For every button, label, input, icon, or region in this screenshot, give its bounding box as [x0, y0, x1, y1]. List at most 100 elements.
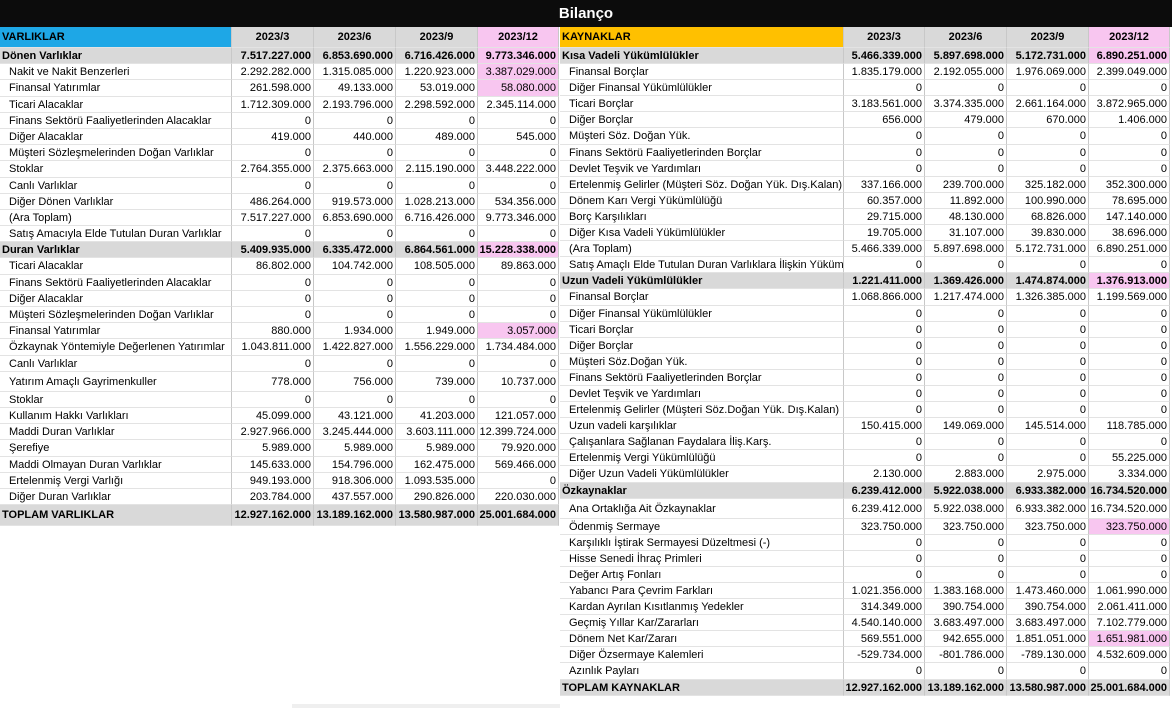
value-cell: 13.189.162.000 — [925, 679, 1007, 696]
row-label: Ticari Alacaklar — [0, 96, 232, 113]
value-cell: 1.383.168.000 — [925, 583, 1007, 600]
value-cell: 1.976.069.000 — [1007, 64, 1089, 81]
value-cell: 3.683.497.000 — [1007, 615, 1089, 632]
row-label: Finans Sektörü Faaliyetlerinden Borçlar — [560, 369, 844, 386]
value-cell: 0 — [232, 307, 314, 324]
value-cell: 0 — [478, 391, 559, 408]
value-cell: 9.773.346.000 — [478, 48, 559, 65]
section-row: Kısa Vadeli Yükümlülükler 5.466.339.000 5.… — [560, 48, 1170, 65]
value-cell: 1.028.213.000 — [396, 193, 478, 210]
value-cell: 1.326.385.000 — [1007, 289, 1089, 306]
value-cell: 5.172.731.000 — [1007, 241, 1089, 258]
value-cell: 1.556.229.000 — [396, 339, 478, 356]
row-label: Devlet Teşvik ve Yardımları — [560, 385, 844, 403]
value-cell: 0 — [1007, 144, 1089, 161]
value-cell: 1.376.913.000 — [1089, 273, 1170, 290]
table-row: Müşteri Söz. Doğan Yük. 0 0 0 0 — [560, 128, 1170, 145]
value-cell: 3.603.111.000 — [396, 424, 478, 441]
table-row: Müşteri Söz.Doğan Yük. 0 0 0 0 — [560, 353, 1170, 370]
row-label: Ana Ortaklığa Ait Özkaynaklar — [560, 498, 844, 519]
table-row: Müşteri Sözleşmelerinden Doğan Varlıklar… — [0, 145, 559, 162]
row-label: Canlı Varlıklar — [0, 355, 232, 372]
row-label: Maddi Duran Varlıklar — [0, 424, 232, 441]
value-cell: 323.750.000 — [1007, 518, 1089, 535]
value-cell: 0 — [396, 226, 478, 243]
value-cell: 0 — [844, 663, 925, 680]
row-label: Karşılıklı İştirak Sermayesi Düzeltmesi … — [560, 534, 844, 551]
value-cell: 545.000 — [478, 128, 559, 146]
value-cell: 0 — [844, 534, 925, 551]
value-cell: 2.292.282.000 — [232, 64, 314, 81]
row-label: Özkaynak Yöntemiyle Değerlenen Yatırımla… — [0, 339, 232, 356]
value-cell: 2.375.663.000 — [314, 161, 396, 178]
row-label: (Ara Toplam) — [0, 209, 232, 227]
liabilities-header-label: KAYNAKLAR — [560, 27, 844, 48]
value-cell: 6.239.412.000 — [844, 482, 925, 499]
value-cell: 0 — [925, 128, 1007, 145]
value-cell: 0 — [314, 177, 396, 194]
value-cell: 0 — [314, 391, 396, 408]
value-cell: 0 — [844, 128, 925, 145]
value-cell: 0 — [1089, 434, 1170, 451]
table-row: Satış Amacıyla Elde Tutulan Duran Varlık… — [0, 226, 559, 243]
value-cell: 19.705.000 — [844, 225, 925, 242]
value-cell: 6.239.412.000 — [844, 498, 925, 519]
row-label: Diğer Finansal Yükümlülükler — [560, 80, 844, 97]
value-cell: 0 — [1007, 305, 1089, 322]
value-cell: 220.030.000 — [478, 488, 559, 506]
value-cell: 0 — [844, 369, 925, 386]
value-cell: 12.927.162.000 — [844, 679, 925, 696]
table-row: Özkaynak Yöntemiyle Değerlenen Yatırımla… — [0, 339, 559, 356]
period-header-cell: 2023/12 — [478, 27, 559, 48]
value-cell: 147.140.000 — [1089, 208, 1170, 226]
value-cell: 261.598.000 — [232, 80, 314, 97]
row-label: Duran Varlıklar — [0, 242, 232, 259]
value-cell: 1.221.411.000 — [844, 273, 925, 290]
value-cell: 3.374.335.000 — [925, 96, 1007, 113]
period-header-cell: 2023/6 — [925, 27, 1007, 48]
value-cell: 0 — [844, 337, 925, 354]
value-cell: 41.203.000 — [396, 407, 478, 425]
table-row: (Ara Toplam) 5.466.339.000 5.897.698.000 5.… — [560, 241, 1170, 258]
row-label: Nakit ve Nakit Benzerleri — [0, 64, 232, 81]
value-cell: -529.734.000 — [844, 647, 925, 664]
value-cell: 3.872.965.000 — [1089, 96, 1170, 113]
value-cell: 16.734.520.000 — [1089, 482, 1170, 499]
value-cell: 323.750.000 — [1089, 518, 1170, 535]
value-cell: 0 — [232, 290, 314, 307]
value-cell: 1.835.179.000 — [844, 64, 925, 81]
row-label: Dönen Varlıklar — [0, 48, 232, 65]
value-cell: 89.863.000 — [478, 258, 559, 275]
value-cell: 0 — [844, 160, 925, 177]
value-cell: 0 — [1007, 337, 1089, 354]
table-row: Ticari Borçlar 0 0 0 0 — [560, 321, 1170, 338]
value-cell: 5.922.038.000 — [925, 482, 1007, 499]
value-cell: 1.473.460.000 — [1007, 583, 1089, 600]
table-row: Azınlık Payları 0 0 0 0 — [560, 663, 1170, 680]
table-row: Uzun vadeli karşılıklar 150.415.000 149.06… — [560, 418, 1170, 435]
table-row: Geçmiş Yıllar Kar/Zararları 4.540.140.000… — [560, 615, 1170, 632]
value-cell: 0 — [478, 274, 559, 291]
value-cell: 11.892.000 — [925, 192, 1007, 209]
value-cell: 0 — [1007, 534, 1089, 551]
row-label: Stoklar — [0, 161, 232, 178]
table-row: Canlı Varlıklar 0 0 0 0 — [0, 177, 559, 194]
value-cell: 1.315.085.000 — [314, 64, 396, 81]
row-label: Hisse Senedi İhraç Primleri — [560, 550, 844, 567]
value-cell: 2.399.049.000 — [1089, 64, 1170, 81]
table-row: Nakit ve Nakit Benzerleri 2.292.282.000 1.… — [0, 64, 559, 81]
row-label: Ertelenmiş Vergi Yükümlülüğü — [560, 450, 844, 467]
value-cell: 0 — [844, 385, 925, 403]
value-cell: 2.661.164.000 — [1007, 96, 1089, 113]
value-cell: 0 — [844, 144, 925, 161]
value-cell: 5.922.038.000 — [925, 498, 1007, 519]
value-cell: 1.651.981.000 — [1089, 631, 1170, 648]
table-row: Devlet Teşvik ve Yardımları 0 0 0 0 — [560, 160, 1170, 177]
value-cell: 0 — [314, 112, 396, 129]
value-cell: 0 — [478, 290, 559, 307]
value-cell: 0 — [925, 353, 1007, 370]
row-label: Diğer Alacaklar — [0, 128, 232, 146]
value-cell: 0 — [478, 112, 559, 129]
value-cell: 0 — [1007, 321, 1089, 338]
row-label: Kardan Ayrılan Kısıtlanmış Yedekler — [560, 599, 844, 616]
